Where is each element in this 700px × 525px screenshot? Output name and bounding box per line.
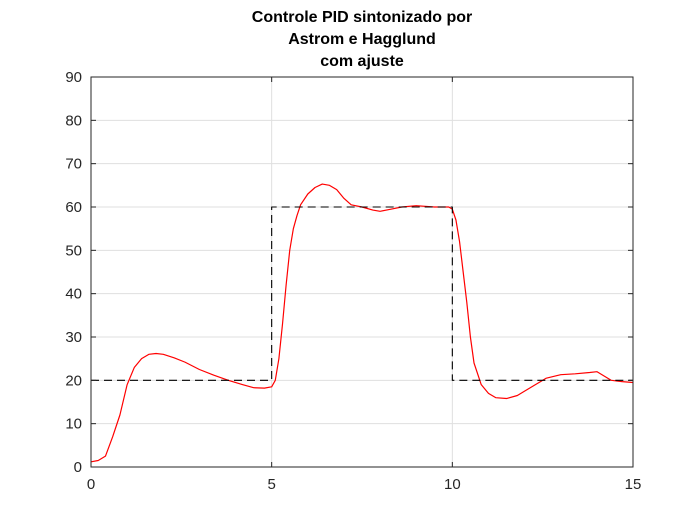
- data-series: [90, 183, 634, 463]
- x-tick-label: 5: [267, 476, 275, 493]
- y-tick-label: 0: [74, 459, 82, 476]
- gridlines: [91, 77, 633, 467]
- y-tick-label: 70: [65, 156, 82, 173]
- y-tick-label: 90: [65, 69, 82, 86]
- x-axis-tick-labels: 0 5 10 15: [87, 476, 642, 493]
- y-axis-tick-labels: 0 10 20 30 40 50 60 70 80 90: [65, 69, 82, 476]
- y-tick-label: 40: [65, 286, 82, 303]
- tick-marks: [90, 76, 634, 468]
- plot-area: [91, 77, 633, 467]
- chart-title: Controle PID sintonizado por Astrom e Hag…: [252, 9, 472, 70]
- chart-title-line: Astrom e Hagglund: [288, 31, 436, 48]
- y-tick-label: 60: [65, 199, 82, 216]
- setpoint-line: [91, 206, 633, 381]
- chart-title-line: Controle PID sintonizado por: [252, 9, 472, 26]
- x-tick-label: 10: [444, 476, 461, 493]
- y-tick-label: 20: [65, 372, 82, 389]
- y-tick-label: 30: [65, 329, 82, 346]
- y-tick-label: 80: [65, 112, 82, 129]
- x-tick-label: 15: [625, 476, 642, 493]
- y-tick-label: 50: [65, 242, 82, 259]
- response-line: [90, 183, 634, 463]
- x-tick-label: 0: [87, 476, 95, 493]
- y-tick-label: 10: [65, 416, 82, 433]
- chart-title-line: com ajuste: [320, 53, 404, 70]
- axes-box: [90, 76, 634, 468]
